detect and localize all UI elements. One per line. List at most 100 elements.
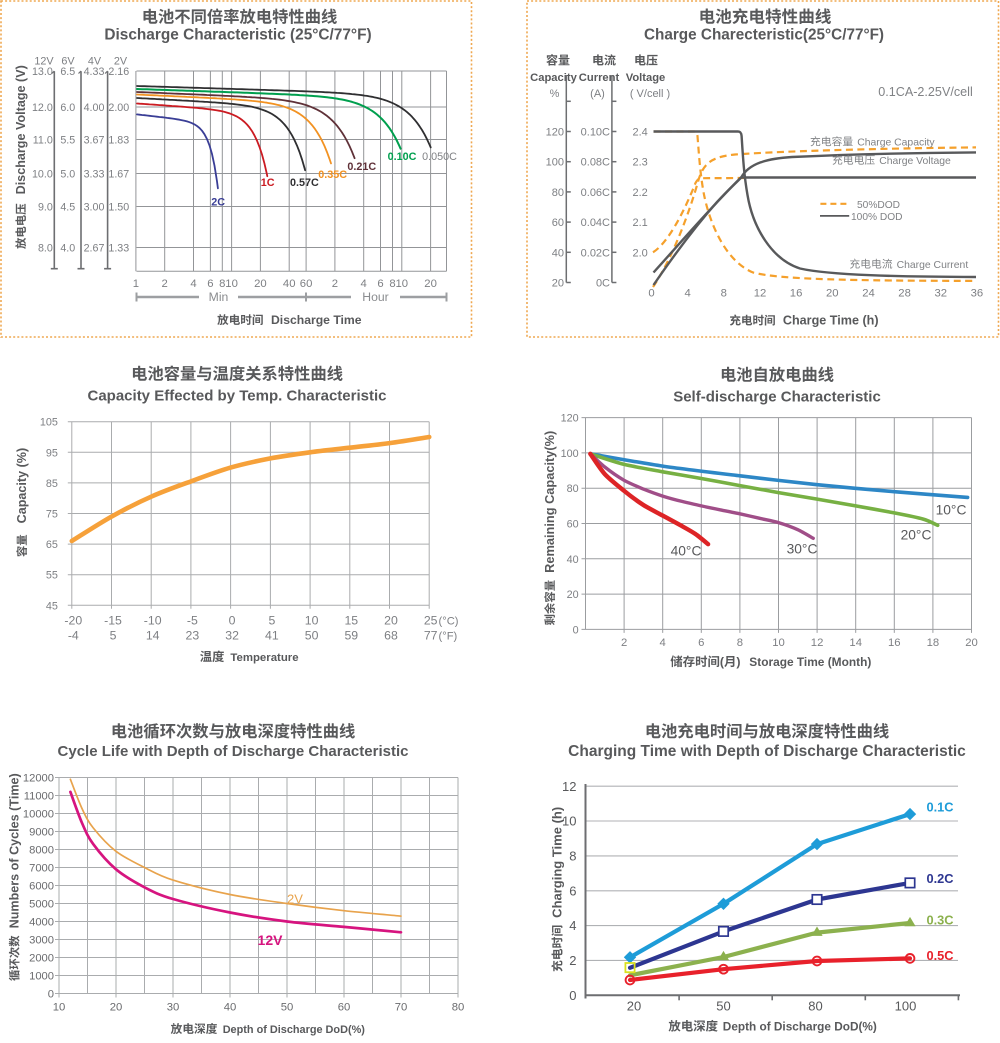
svg-text:105: 105 — [40, 417, 58, 429]
svg-text:4.5: 4.5 — [60, 201, 75, 213]
svg-text:Charge Voltage: Charge Voltage — [879, 156, 951, 167]
svg-text:40: 40 — [224, 1002, 237, 1014]
svg-text:2.1: 2.1 — [633, 217, 648, 229]
svg-text:(A): (A) — [590, 88, 605, 100]
svg-text:-10: -10 — [144, 614, 162, 628]
svg-text:55: 55 — [46, 570, 58, 582]
svg-text:25: 25 — [424, 614, 438, 628]
svg-text:10: 10 — [305, 614, 319, 628]
svg-text:2: 2 — [569, 953, 576, 968]
svg-text:0.5C: 0.5C — [926, 948, 953, 963]
svg-text:0.35C: 0.35C — [318, 169, 347, 181]
svg-text:0.1CA-2.25V/cell: 0.1CA-2.25V/cell — [878, 85, 973, 99]
svg-text:3000: 3000 — [29, 934, 54, 946]
svg-text:0.10C: 0.10C — [388, 151, 417, 163]
svg-text:0.02C: 0.02C — [581, 247, 610, 259]
svg-text:20: 20 — [254, 278, 267, 290]
svg-text:100% DOD: 100% DOD — [851, 212, 903, 223]
svg-text:0.2C: 0.2C — [926, 871, 953, 886]
svg-text:8: 8 — [737, 637, 743, 649]
svg-text:10.0: 10.0 — [32, 168, 53, 180]
svg-text:Min: Min — [209, 290, 229, 304]
svg-text:-4: -4 — [68, 629, 79, 643]
svg-text:3.33: 3.33 — [84, 168, 105, 180]
svg-text:Discharge Voltage (V): Discharge Voltage (V) — [14, 65, 28, 194]
svg-text:8.0: 8.0 — [38, 242, 53, 254]
svg-text:5.0: 5.0 — [60, 168, 75, 180]
svg-text:2: 2 — [621, 637, 627, 649]
svg-text:20: 20 — [384, 614, 398, 628]
svg-text:2.16: 2.16 — [108, 66, 129, 78]
svg-text:Remaining Capacity(%): Remaining Capacity(%) — [542, 431, 557, 573]
svg-text:30: 30 — [167, 1002, 180, 1014]
svg-text:23: 23 — [186, 629, 200, 643]
svg-text:40: 40 — [283, 278, 296, 290]
svg-text:2V: 2V — [287, 892, 303, 907]
svg-text:10: 10 — [772, 637, 785, 649]
svg-text:20: 20 — [567, 589, 579, 601]
svg-text:8: 8 — [219, 278, 225, 290]
svg-text:1.67: 1.67 — [108, 168, 129, 180]
svg-text:-20: -20 — [64, 614, 82, 628]
svg-text:Charge Capacity: Charge Capacity — [857, 137, 935, 148]
svg-text:2.0: 2.0 — [633, 247, 648, 259]
svg-text:9.0: 9.0 — [38, 201, 53, 213]
svg-text:20: 20 — [826, 288, 839, 300]
svg-text:65: 65 — [46, 539, 58, 551]
svg-text:50%DOD: 50%DOD — [857, 200, 900, 211]
svg-text:100: 100 — [546, 157, 564, 169]
svg-text:Temperature: Temperature — [230, 652, 298, 664]
svg-text:12: 12 — [811, 637, 824, 649]
svg-text:5: 5 — [110, 629, 117, 643]
svg-text:16: 16 — [790, 288, 803, 300]
svg-text:5: 5 — [268, 614, 275, 628]
svg-text:16: 16 — [888, 637, 901, 649]
svg-text:0.1C: 0.1C — [926, 800, 953, 815]
svg-text:1000: 1000 — [29, 970, 54, 982]
svg-text:0.3C: 0.3C — [926, 913, 953, 928]
svg-text:1.83: 1.83 — [108, 134, 129, 146]
svg-text:7000: 7000 — [29, 862, 54, 874]
svg-text:20: 20 — [552, 278, 564, 290]
svg-text:2.00: 2.00 — [108, 102, 129, 114]
svg-text:120: 120 — [561, 413, 579, 425]
svg-text:10: 10 — [562, 814, 576, 829]
svg-text:Charge Time (h): Charge Time (h) — [783, 314, 879, 328]
svg-text:0.08C: 0.08C — [581, 157, 610, 169]
svg-text:0: 0 — [569, 988, 576, 1003]
svg-text:Charging Time (h): Charging Time (h) — [550, 807, 565, 918]
svg-text:14: 14 — [146, 629, 160, 643]
svg-text:2000: 2000 — [29, 952, 54, 964]
svg-text:10: 10 — [53, 1002, 66, 1014]
svg-text:8: 8 — [389, 278, 395, 290]
svg-text:12: 12 — [754, 288, 767, 300]
svg-text:Capacity: Capacity — [530, 72, 577, 84]
svg-text:6: 6 — [698, 637, 704, 649]
svg-text:(°C): (°C) — [439, 616, 459, 628]
svg-text:60: 60 — [338, 1002, 351, 1014]
svg-text:3.00: 3.00 — [84, 201, 105, 213]
svg-text:0: 0 — [229, 614, 236, 628]
svg-text:Discharge Characteristic (25°C: Discharge Characteristic (25°C/77°F) — [104, 27, 371, 44]
svg-text:20: 20 — [110, 1002, 123, 1014]
svg-text:10: 10 — [396, 278, 409, 290]
svg-text:32: 32 — [935, 288, 948, 300]
svg-text:Current: Current — [579, 72, 620, 84]
svg-text:0.57C: 0.57C — [290, 177, 319, 189]
svg-text:2V: 2V — [114, 55, 128, 67]
svg-text:6: 6 — [207, 278, 213, 290]
svg-text:4000: 4000 — [29, 916, 54, 928]
svg-text:4: 4 — [569, 918, 576, 933]
svg-text:6.5: 6.5 — [60, 66, 75, 78]
svg-text:12: 12 — [562, 779, 576, 794]
svg-text:2C: 2C — [211, 197, 225, 209]
svg-text:4: 4 — [660, 637, 666, 649]
svg-text:Depth of Discharge DoD(%): Depth of Discharge DoD(%) — [223, 1024, 366, 1036]
svg-text:Storage Time (Month): Storage Time (Month) — [749, 655, 871, 669]
svg-text:120: 120 — [546, 127, 564, 139]
svg-text:80: 80 — [552, 187, 564, 199]
svg-text:0: 0 — [648, 288, 654, 300]
svg-text:30°C: 30°C — [787, 542, 818, 557]
svg-text:Charging Time with Depth of Di: Charging Time with Depth of Discharge Ch… — [568, 743, 966, 760]
svg-text:10000: 10000 — [23, 808, 54, 820]
